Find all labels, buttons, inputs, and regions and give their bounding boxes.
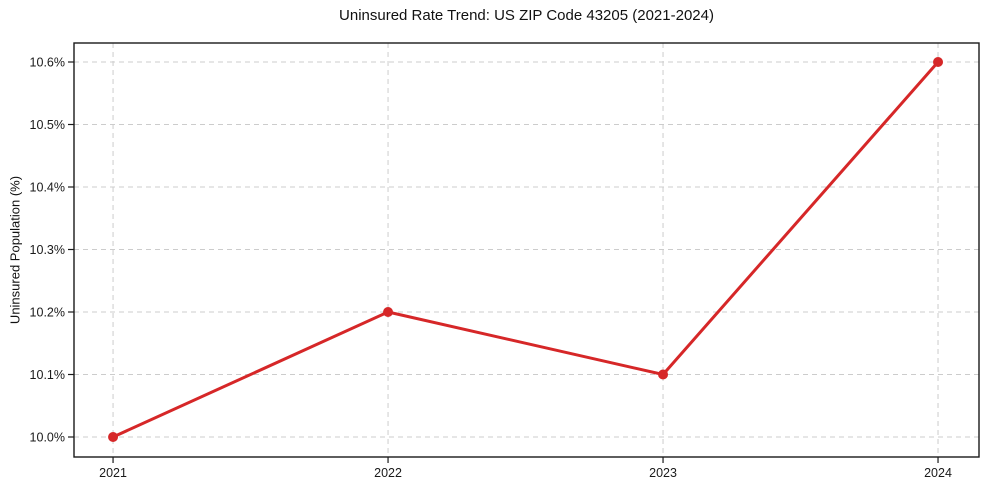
y-axis-label: Uninsured Population (%) — [7, 175, 23, 325]
y-tick-label: 10.5% — [30, 118, 65, 132]
data-point-marker — [933, 57, 944, 67]
chart-title: Uninsured Rate Trend: US ZIP Code 43205 … — [339, 7, 714, 24]
y-tick-label: 10.2% — [30, 306, 65, 320]
y-tick-label: 10.3% — [30, 243, 65, 257]
y-tick-label: 10.0% — [30, 431, 65, 445]
y-tick-label: 10.1% — [30, 368, 65, 382]
x-tick-label: 2022 — [374, 466, 402, 480]
x-tick-label: 2021 — [99, 466, 127, 480]
data-point-marker — [658, 369, 669, 380]
data-point-marker — [383, 307, 394, 317]
y-tick-label: 10.6% — [30, 56, 65, 70]
data-point-marker — [108, 432, 119, 442]
x-tick-label: 2024 — [924, 466, 952, 480]
trend-line — [111, 60, 940, 439]
y-tick-label: 10.4% — [30, 181, 65, 195]
x-tick-label: 2023 — [649, 466, 677, 480]
